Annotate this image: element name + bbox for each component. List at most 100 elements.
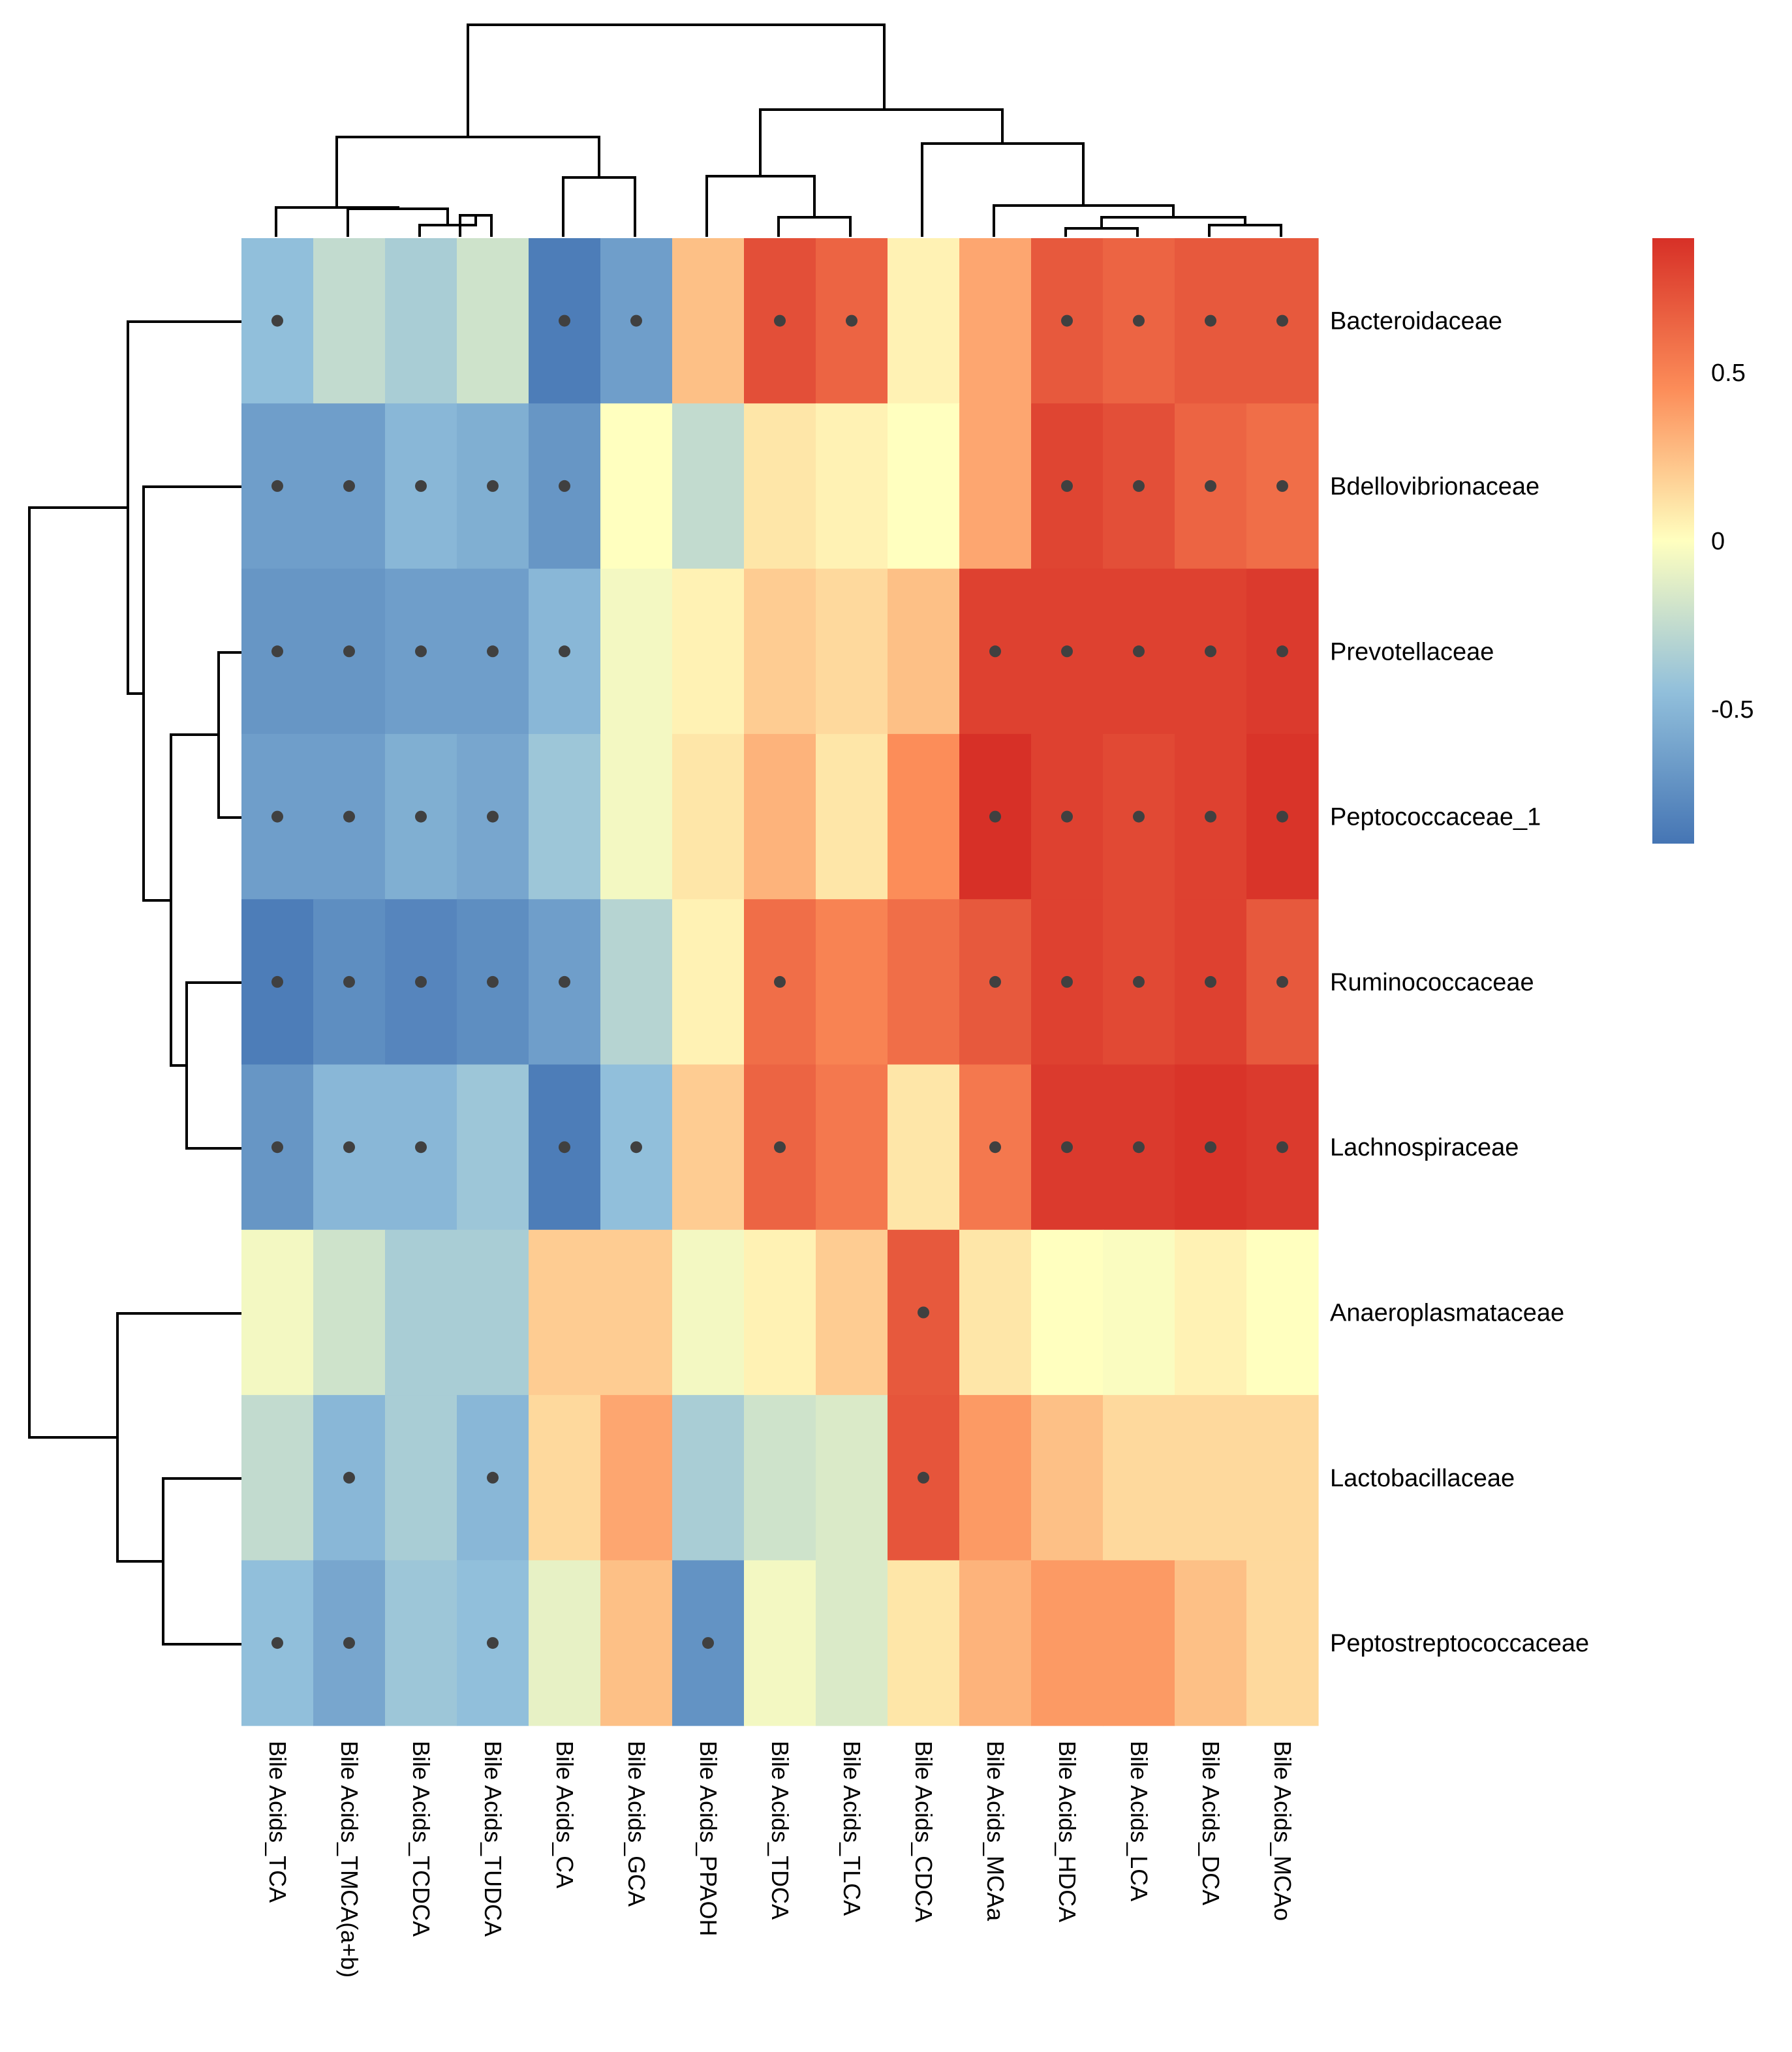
color-legend-bar bbox=[1652, 238, 1694, 844]
heatmap-cell bbox=[600, 568, 673, 735]
row-label: Bdellovibrionaceae bbox=[1330, 473, 1539, 500]
heatmap-cell bbox=[672, 238, 745, 404]
heatmap-cell bbox=[600, 733, 673, 900]
heatmap-cell bbox=[529, 1229, 601, 1396]
column-label: Bile Acids_HDCA bbox=[1054, 1741, 1081, 1922]
heatmap-cell bbox=[1103, 1395, 1175, 1561]
column-label: Bile Acids_PPAOH bbox=[695, 1741, 722, 1936]
heatmap-cell bbox=[1175, 1395, 1247, 1561]
row-label: Anaeroplasmataceae bbox=[1330, 1300, 1564, 1327]
significance-dot bbox=[630, 1141, 642, 1154]
legend-tick-label: 0.5 bbox=[1711, 360, 1746, 387]
significance-dot bbox=[1205, 480, 1216, 492]
significance-dot bbox=[1133, 480, 1145, 492]
column-label: Bile Acids_MCAa bbox=[982, 1741, 1009, 1922]
heatmap-cell bbox=[313, 238, 386, 404]
significance-dot bbox=[559, 1141, 570, 1154]
column-label: Bile Acids_TMCA(a+b) bbox=[336, 1741, 363, 1978]
significance-dot bbox=[1276, 975, 1288, 988]
heatmap-cell bbox=[959, 1560, 1032, 1726]
significance-dot bbox=[487, 810, 499, 823]
significance-dot bbox=[271, 645, 283, 658]
row-label: Prevotellaceae bbox=[1330, 638, 1494, 666]
heatmap-cell bbox=[672, 899, 745, 1065]
significance-dot bbox=[271, 1141, 283, 1154]
heatmap-cell bbox=[744, 1560, 816, 1726]
significance-dot bbox=[989, 810, 1001, 823]
significance-dot bbox=[1205, 975, 1216, 988]
significance-dot bbox=[343, 480, 355, 492]
heatmap-cell bbox=[959, 403, 1032, 570]
heatmap-cell bbox=[600, 1395, 673, 1561]
heatmap-cell bbox=[600, 1229, 673, 1396]
column-label: Bile Acids_GCA bbox=[623, 1741, 650, 1907]
significance-dot bbox=[343, 810, 355, 823]
heatmap-cell bbox=[959, 1395, 1032, 1561]
heatmap-cell bbox=[385, 238, 457, 404]
heatmap-cell bbox=[888, 568, 960, 735]
heatmap-cell bbox=[241, 1395, 314, 1561]
heatmap-cell bbox=[672, 568, 745, 735]
heatmap-cell bbox=[816, 1395, 888, 1561]
heatmap-cell bbox=[457, 1064, 529, 1231]
column-label: Bile Acids_TUDCA bbox=[480, 1741, 506, 1937]
heatmap-cell bbox=[313, 1229, 386, 1396]
significance-dot bbox=[989, 1141, 1001, 1154]
significance-dot bbox=[1276, 314, 1288, 327]
heatmap-cell bbox=[1246, 1395, 1319, 1561]
significance-dot bbox=[271, 1637, 283, 1649]
column-label: Bile Acids_DCA bbox=[1197, 1741, 1224, 1905]
significance-dot bbox=[1276, 480, 1288, 492]
significance-dot bbox=[343, 975, 355, 988]
significance-dot bbox=[846, 314, 857, 327]
column-dendrogram bbox=[275, 23, 1282, 237]
significance-dot bbox=[1061, 810, 1073, 823]
row-dendrogram bbox=[28, 320, 241, 1646]
heatmap-cell bbox=[816, 733, 888, 900]
significance-dot bbox=[1133, 645, 1145, 658]
significance-dot bbox=[343, 645, 355, 658]
column-label: Bile Acids_MCAo bbox=[1269, 1741, 1296, 1921]
heatmap-cell bbox=[529, 733, 601, 900]
significance-dot bbox=[1133, 314, 1145, 327]
heatmap-cell bbox=[1175, 1229, 1247, 1396]
heatmap-cell bbox=[672, 1395, 745, 1561]
heatmap-cell bbox=[385, 1229, 457, 1396]
significance-dot bbox=[559, 480, 570, 492]
significance-dot bbox=[1061, 1141, 1073, 1154]
significance-dot bbox=[415, 645, 427, 658]
heatmap-cell bbox=[744, 403, 816, 570]
significance-dot bbox=[630, 314, 642, 327]
significance-dot bbox=[1061, 480, 1073, 492]
heatmap-cell bbox=[816, 1560, 888, 1726]
significance-dot bbox=[271, 314, 283, 327]
color-legend-ticks: 0.5 0 -0.5 bbox=[1711, 360, 1753, 724]
significance-dot bbox=[487, 645, 499, 658]
heatmap-cell bbox=[1246, 1560, 1319, 1726]
heatmap-cell bbox=[744, 1229, 816, 1396]
heatmap-cell bbox=[888, 733, 960, 900]
significance-dot bbox=[774, 975, 786, 988]
heatmap-cell bbox=[744, 733, 816, 900]
heatmap-cell bbox=[816, 568, 888, 735]
significance-dot bbox=[1205, 1141, 1216, 1154]
row-labels: Bacteroidaceae Bdellovibrionaceae Prevotel… bbox=[1330, 308, 1589, 1658]
significance-dot bbox=[702, 1637, 714, 1649]
heatmap-cell bbox=[1031, 1229, 1104, 1396]
heatmap-cell bbox=[385, 1395, 457, 1561]
heatmap-cell bbox=[1175, 1560, 1247, 1726]
significance-dot bbox=[487, 1637, 499, 1649]
significance-dot bbox=[343, 1637, 355, 1649]
heatmap-cell bbox=[457, 1229, 529, 1396]
significance-dot bbox=[989, 975, 1001, 988]
significance-dot bbox=[271, 480, 283, 492]
significance-dot bbox=[1276, 810, 1288, 823]
heatmap-cell bbox=[1246, 1229, 1319, 1396]
significance-dot bbox=[918, 1471, 929, 1484]
heatmap-cell bbox=[1103, 1560, 1175, 1726]
significance-dot bbox=[1061, 314, 1073, 327]
heatmap-cell bbox=[888, 403, 960, 570]
significance-dot bbox=[774, 1141, 786, 1154]
heatmap-cell bbox=[888, 1560, 960, 1726]
